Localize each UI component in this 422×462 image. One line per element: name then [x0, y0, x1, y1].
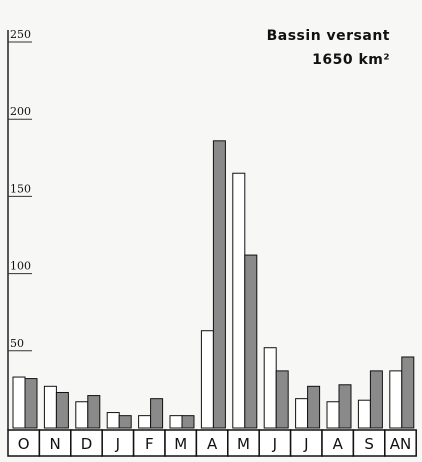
y-tick-label: 250 — [10, 28, 31, 41]
x-tick-label: J — [272, 435, 277, 453]
category-box — [164, 429, 198, 457]
x-tick-label: A — [333, 435, 344, 453]
bar — [212, 140, 226, 429]
category-box — [101, 429, 135, 457]
y-tick-label: 50 — [10, 337, 24, 350]
category-box — [227, 429, 260, 457]
y-tick-label: 150 — [10, 182, 31, 195]
bar — [357, 399, 371, 429]
bar — [87, 395, 101, 429]
category-box — [289, 429, 323, 457]
bar — [106, 412, 120, 429]
bar — [75, 401, 89, 429]
bar — [244, 254, 258, 429]
x-tick-label: A — [207, 435, 218, 453]
chart-subtitle: 1650 km² — [312, 52, 390, 68]
category-box — [132, 429, 166, 457]
category-box — [321, 429, 355, 457]
bar — [200, 330, 214, 429]
bar — [181, 415, 195, 429]
bar — [118, 415, 132, 429]
bar — [263, 347, 277, 429]
bar — [307, 385, 321, 429]
x-tick-label: N — [49, 435, 60, 453]
bar — [338, 384, 352, 429]
category-box — [384, 429, 417, 457]
x-tick-label: F — [145, 435, 154, 453]
category-box — [258, 429, 292, 457]
x-tick-label: J — [115, 435, 120, 453]
bar — [12, 376, 26, 429]
bar — [401, 356, 415, 429]
x-tick-label: J — [303, 435, 308, 453]
bar — [232, 172, 246, 429]
bar — [150, 398, 164, 429]
bar — [326, 401, 340, 429]
y-tick-label: 100 — [10, 260, 31, 273]
x-tick-label: M — [237, 435, 250, 453]
x-tick-label: AN — [390, 435, 411, 453]
bar — [295, 398, 309, 429]
bar — [138, 415, 152, 429]
bar — [369, 370, 383, 429]
bar — [169, 415, 183, 429]
y-tick-label: 200 — [10, 105, 31, 118]
x-tick-label: O — [18, 435, 30, 453]
bar — [389, 370, 403, 429]
bar — [55, 391, 69, 429]
x-tick-label: D — [81, 435, 93, 453]
category-box — [7, 429, 41, 457]
x-tick-label: M — [174, 435, 187, 453]
chart-title: Bassin versant — [267, 28, 390, 44]
bar — [24, 378, 38, 429]
category-box — [352, 429, 386, 457]
bar — [275, 370, 289, 429]
x-tick-label: S — [364, 435, 374, 453]
bar — [43, 385, 57, 429]
